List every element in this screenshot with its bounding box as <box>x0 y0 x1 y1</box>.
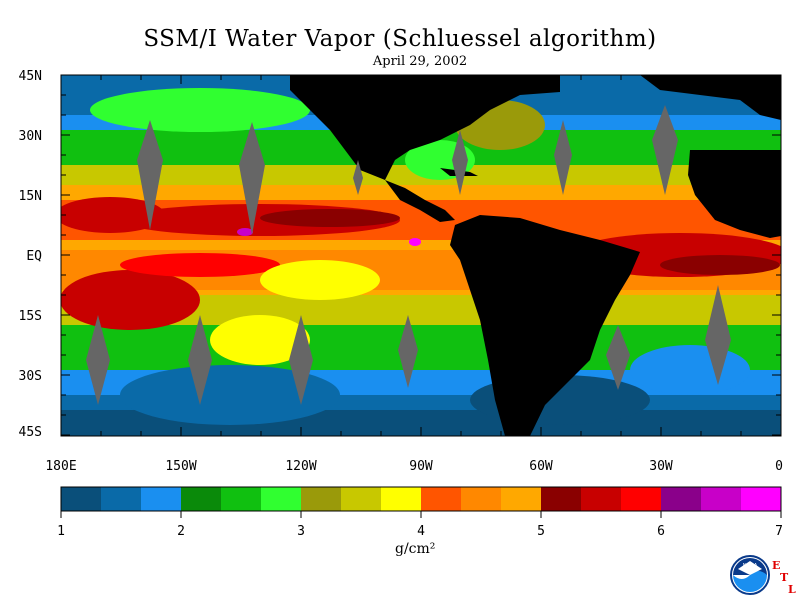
colorbar-units: g/cm² <box>395 541 436 557</box>
north-america-land <box>290 75 560 180</box>
lat-label-30s: 30S <box>18 369 42 384</box>
colorbar-swatch <box>501 487 542 511</box>
swath-gap <box>137 120 163 230</box>
swath-gap <box>606 325 630 390</box>
colorbar-swatch <box>341 487 382 511</box>
logo-text: NOAA <box>743 563 758 569</box>
lat-label-30n: 30N <box>18 129 42 144</box>
lat-label-15n: 15N <box>18 189 42 204</box>
colorbar-swatch <box>581 487 622 511</box>
colorbar-tick-label: 1 <box>57 524 65 539</box>
colorbar-tick-label: 7 <box>775 524 783 539</box>
colorbar-swatch <box>661 487 702 511</box>
colorbar-swatch <box>221 487 262 511</box>
colorbar-swatch <box>381 487 422 511</box>
central-america-land <box>385 180 455 222</box>
colorbar-swatch <box>621 487 662 511</box>
axis-ticks <box>60 74 782 436</box>
logo-letter-l: L <box>788 583 796 596</box>
lat-label-15s: 15S <box>18 309 42 324</box>
africa-land <box>688 150 781 238</box>
lon-label-0: 0 <box>775 459 783 474</box>
colorbar-swatch <box>141 487 182 511</box>
colorbar-swatch <box>181 487 222 511</box>
colorbar-swatch <box>541 487 582 511</box>
lon-label-150w: 150W <box>165 459 197 474</box>
south-america-land <box>450 215 640 436</box>
europe-land <box>640 75 781 120</box>
logo-letter-e: E <box>772 559 780 572</box>
colorbar-swatch <box>461 487 502 511</box>
colorbar <box>61 487 782 511</box>
lon-label-30w: 30W <box>649 459 673 474</box>
colorbar-ticks <box>60 511 782 518</box>
colorbar-swatch <box>61 487 102 511</box>
colorbar-tick-label: 4 <box>417 524 425 539</box>
lat-label-45s: 45S <box>18 425 42 440</box>
lon-label-120w: 120W <box>285 459 317 474</box>
lon-label-180e: 180E <box>45 459 77 474</box>
colorbar-swatch <box>701 487 742 511</box>
colorbar-tick-label: 2 <box>177 524 185 539</box>
lon-label-90w: 90W <box>409 459 433 474</box>
colorbar-swatch <box>101 487 142 511</box>
map-title: SSM/I Water Vapor (Schluessel algorithm) <box>143 26 657 52</box>
swath-gap <box>289 315 313 405</box>
swath-gap <box>188 315 212 405</box>
colorbar-swatch <box>741 487 782 511</box>
colorbar-swatch <box>261 487 302 511</box>
colorbar-tick-label: 6 <box>657 524 665 539</box>
colorbar-tick-label: 3 <box>297 524 305 539</box>
noaa-logo: NOAA E T L <box>730 555 796 596</box>
map-field <box>61 75 781 436</box>
swath-gap <box>239 122 265 235</box>
colorbar-swatch <box>421 487 462 511</box>
swath-gap <box>353 160 363 195</box>
lat-label-45n: 45N <box>18 69 42 84</box>
swath-gap <box>652 105 678 195</box>
swath-gap <box>452 130 468 195</box>
swath-gap <box>398 315 418 388</box>
lon-label-60w: 60W <box>529 459 553 474</box>
map-date: April 29, 2002 <box>372 54 468 69</box>
colorbar-tick-label: 5 <box>537 524 545 539</box>
colorbar-swatch <box>301 487 342 511</box>
swath-gap <box>86 315 110 405</box>
swath-gap <box>554 120 572 195</box>
logo-letter-t: T <box>780 571 789 584</box>
swath-gap <box>705 285 731 385</box>
lat-label-eq: EQ <box>26 249 42 264</box>
